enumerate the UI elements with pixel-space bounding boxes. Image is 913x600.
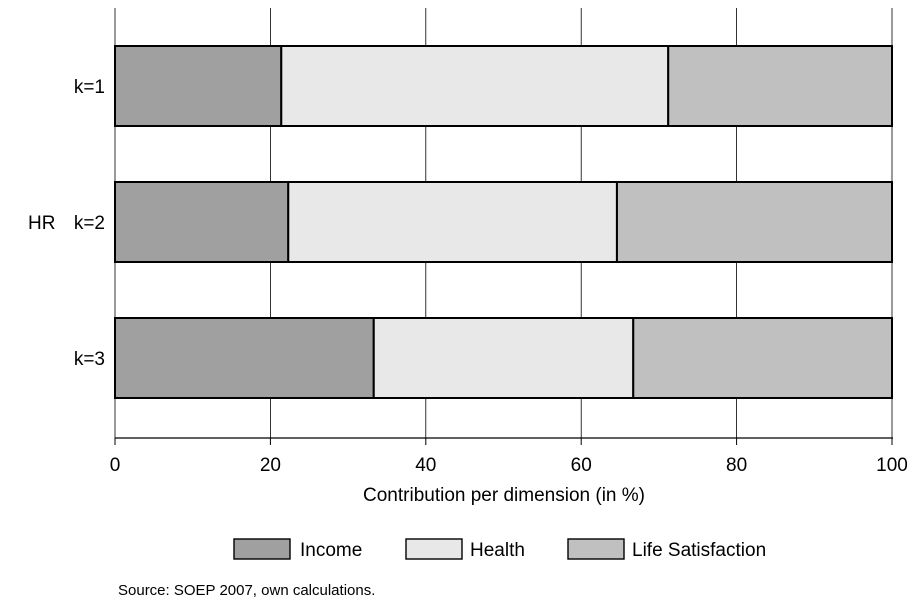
bar-segment-health — [287, 181, 618, 263]
x-tick-label: 80 — [726, 455, 747, 476]
legend-swatch-life-satisfaction — [567, 538, 625, 560]
legend-label-income: Income — [300, 540, 362, 561]
category-label: k=1 — [74, 77, 105, 98]
x-tick-label: 40 — [415, 455, 436, 476]
bar-segment-life-satisfaction — [615, 181, 894, 263]
bars — [114, 45, 894, 399]
category-label: k=3 — [74, 349, 105, 370]
legend-swatch-income — [233, 538, 291, 560]
bar-segment-health — [280, 45, 670, 127]
bar-segment-life-satisfaction — [632, 317, 893, 399]
group-label: HR — [28, 213, 55, 234]
x-tick-label: 0 — [110, 455, 121, 476]
bar-segment-health — [372, 317, 635, 399]
bar-segment-income — [114, 181, 290, 263]
x-tick-label: 60 — [571, 455, 592, 476]
bar-segment-life-satisfaction — [667, 45, 893, 127]
bar-segment-income — [114, 317, 375, 399]
x-axis-title: Contribution per dimension (in %) — [363, 485, 645, 506]
x-tick-label: 100 — [876, 455, 908, 476]
category-labels: k=1 k=2 k=3 — [74, 77, 105, 370]
legend: Income Health Life Satisfaction — [233, 538, 766, 561]
x-tick-label: 20 — [260, 455, 281, 476]
legend-label-health: Health — [470, 540, 525, 561]
source-note: Source: SOEP 2007, own calculations. — [118, 582, 375, 599]
x-ticks: 0 20 40 60 80 100 — [110, 438, 908, 476]
legend-swatch-health — [405, 538, 463, 560]
category-label: k=2 — [74, 213, 105, 234]
bar-segment-income — [114, 45, 283, 127]
legend-label-life-satisfaction: Life Satisfaction — [632, 540, 766, 561]
